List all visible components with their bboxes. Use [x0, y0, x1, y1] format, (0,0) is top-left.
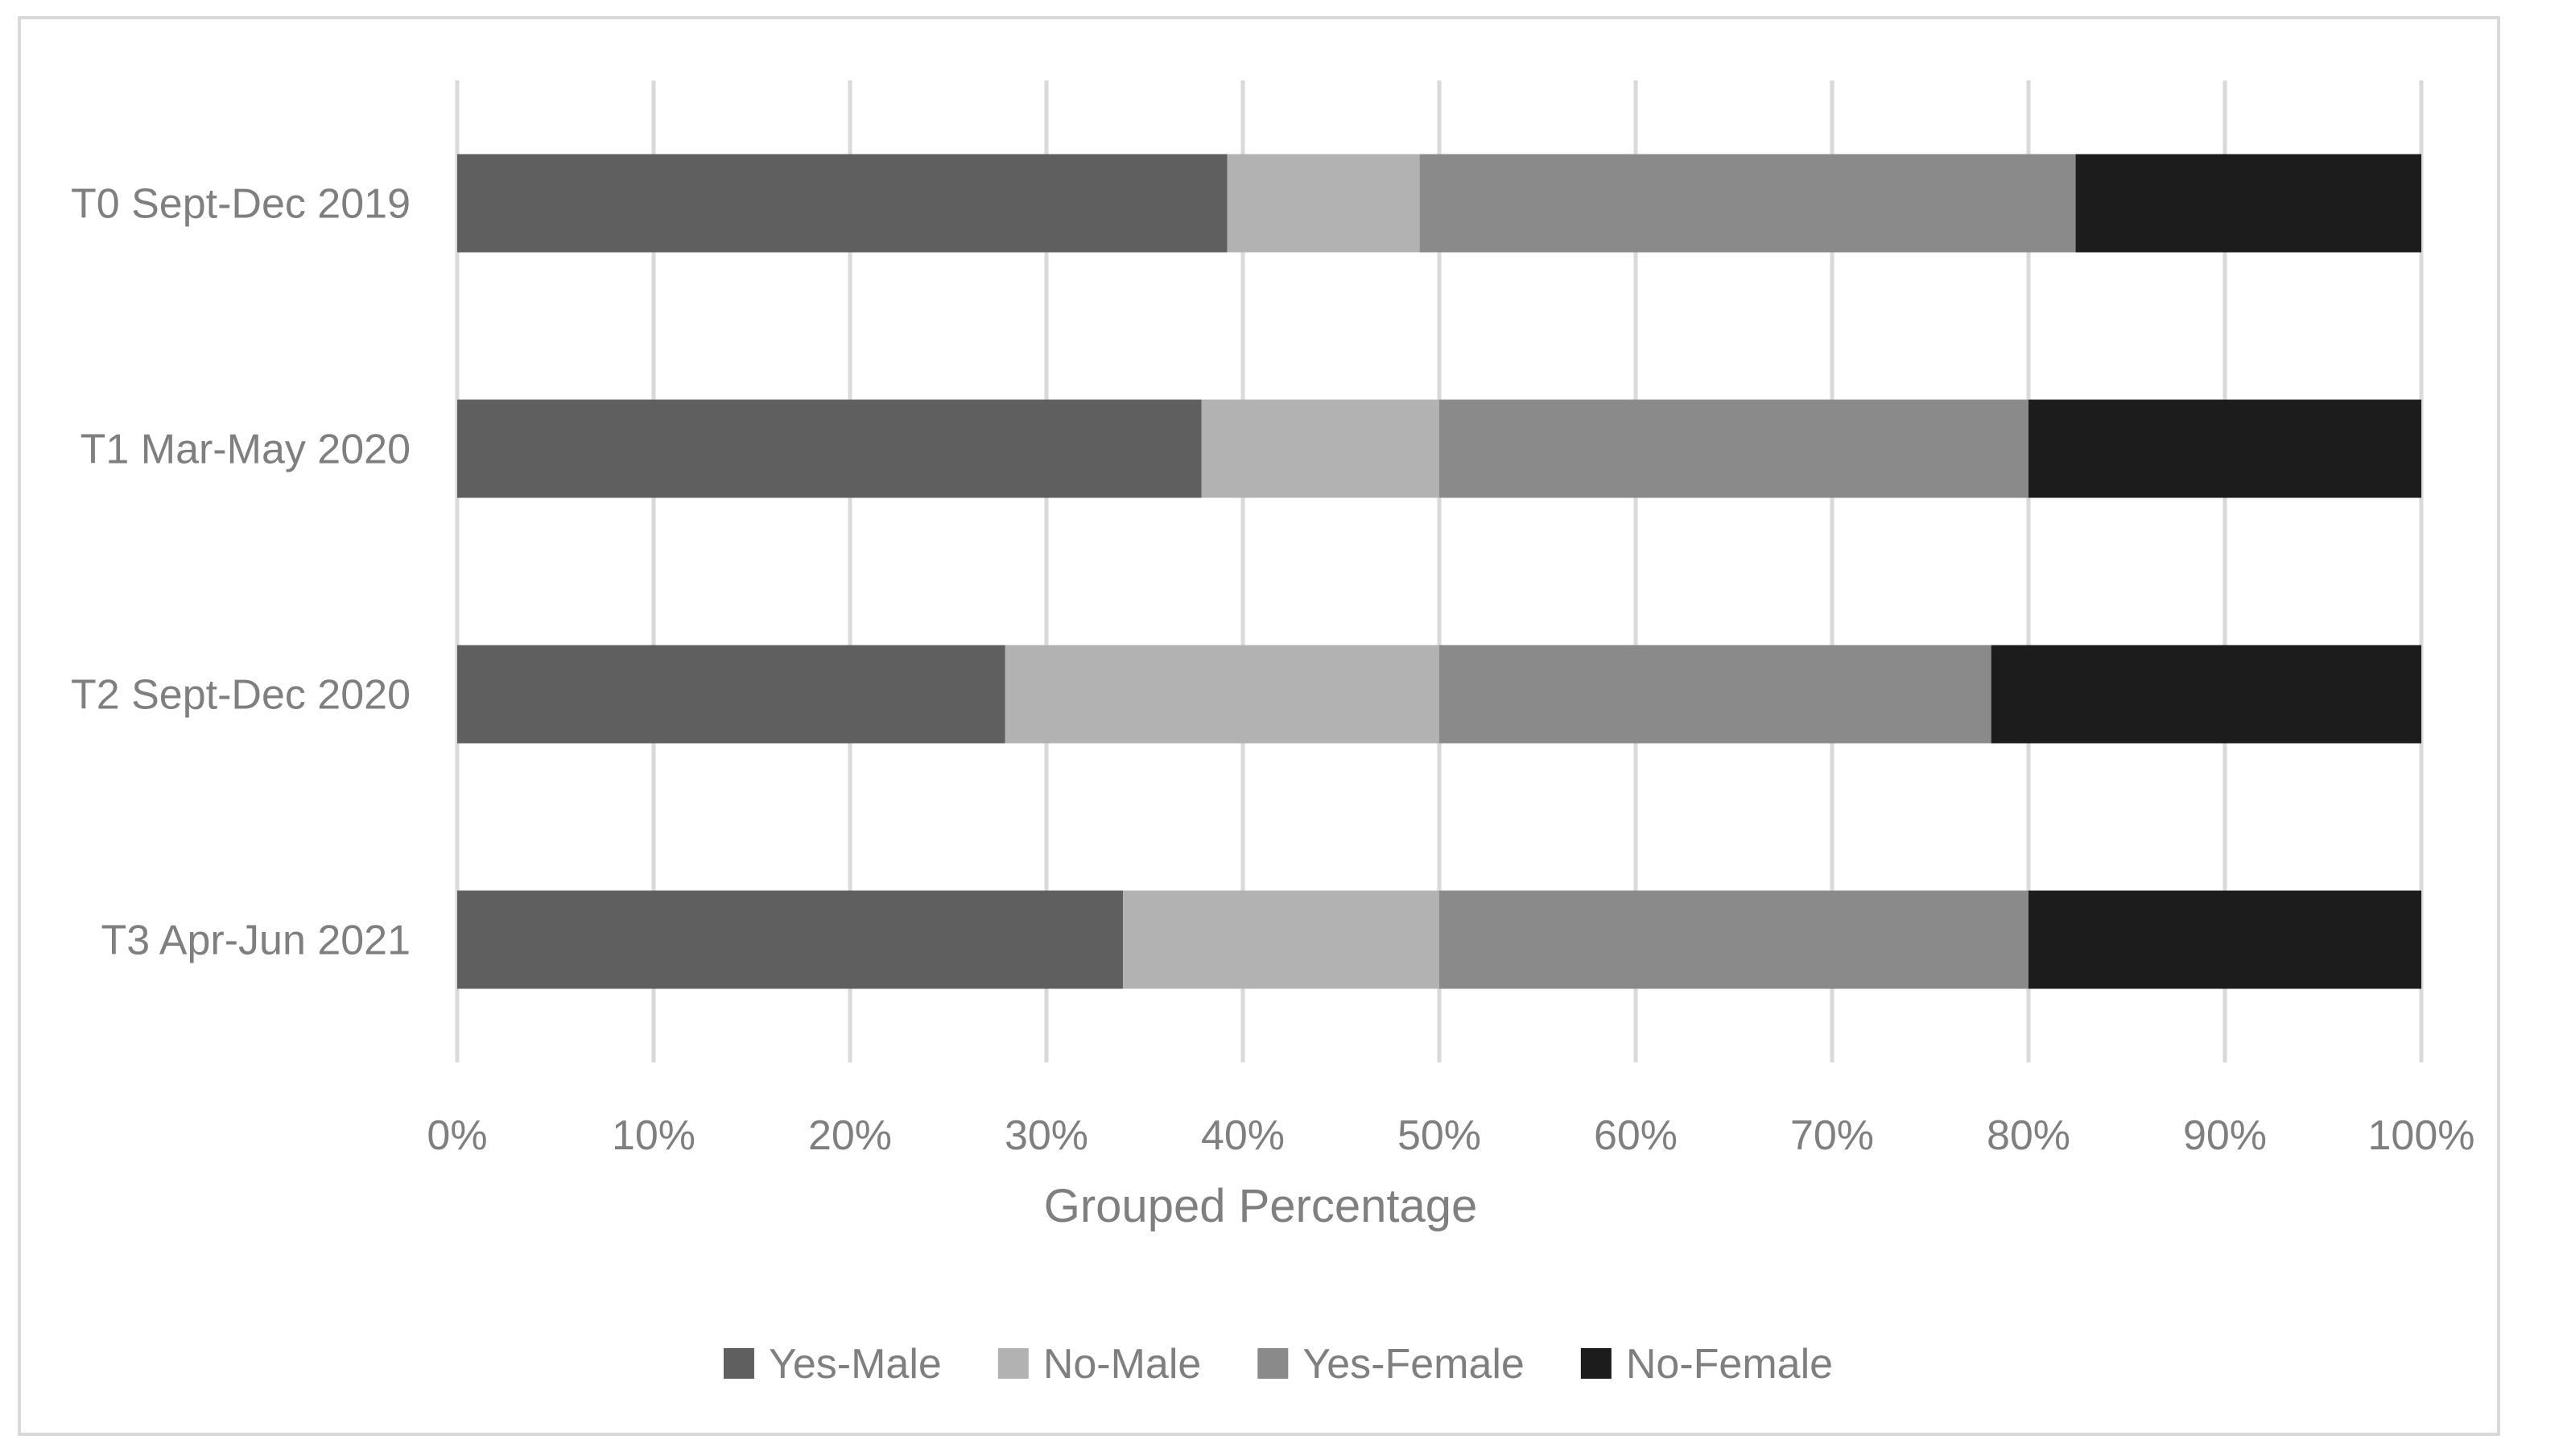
category-label: T0 Sept-Dec 2019	[71, 181, 411, 228]
chart-frame: T0 Sept-Dec 2019 T1 Mar-May 2020 T2 Sept-D…	[18, 16, 2500, 1436]
bar-segment	[1227, 154, 1420, 253]
bar-segment	[1123, 890, 1439, 989]
legend: Yes-Male No-Male Yes-Female No-Female	[723, 1341, 1833, 1388]
x-tick-label: 70%	[1790, 1112, 1874, 1159]
stacked-bar-chart: T0 Sept-Dec 2019 T1 Mar-May 2020 T2 Sept-D…	[71, 80, 2475, 1388]
bar-segment	[457, 890, 1124, 989]
bar-segment	[2029, 399, 2421, 498]
x-tick-label: 60%	[1594, 1112, 1678, 1159]
category-labels: T0 Sept-Dec 2019 T1 Mar-May 2020 T2 Sept-D…	[71, 181, 411, 964]
category-label: T2 Sept-Dec 2020	[71, 672, 411, 719]
x-tick-label: 80%	[1987, 1112, 2070, 1159]
bar-segment	[457, 399, 1202, 498]
legend-swatch	[723, 1348, 754, 1379]
x-tick-label: 90%	[2183, 1112, 2267, 1159]
x-tick-labels: 0% 10% 20% 30% 40% 50% 60% 70% 80% 90% 100%	[427, 1112, 2474, 1159]
bar-segment	[1439, 890, 2029, 989]
legend-label: Yes-Male	[769, 1341, 942, 1388]
x-tick-label: 40%	[1201, 1112, 1285, 1159]
x-tick-label: 30%	[1005, 1112, 1088, 1159]
bar-segment	[1991, 645, 2421, 744]
legend-swatch	[1580, 1348, 1612, 1379]
x-tick-label: 100%	[2368, 1112, 2475, 1159]
legend-label: No-Male	[1043, 1341, 1202, 1388]
x-tick-label: 20%	[808, 1112, 892, 1159]
x-axis-title: Grouped Percentage	[1044, 1180, 1477, 1232]
bar-segment	[1419, 154, 2076, 253]
legend-label: Yes-Female	[1302, 1341, 1525, 1388]
x-tick-label: 10%	[612, 1112, 695, 1159]
x-tick-label: 50%	[1397, 1112, 1481, 1159]
legend-swatch	[1257, 1348, 1289, 1379]
bar-segment	[1439, 399, 2029, 498]
bar-segment	[457, 645, 1005, 744]
bar-segment	[457, 154, 1228, 253]
bar-segment	[2029, 890, 2421, 989]
category-label: T3 Apr-Jun 2021	[101, 918, 411, 964]
bars	[457, 154, 2421, 989]
x-tick-label: 0%	[427, 1112, 487, 1159]
legend-label: No-Female	[1626, 1341, 1833, 1388]
legend-swatch	[997, 1348, 1029, 1379]
category-label: T1 Mar-May 2020	[80, 427, 411, 473]
bar-segment	[2075, 154, 2421, 253]
bar-segment	[1201, 399, 1439, 498]
bar-segment	[1005, 645, 1439, 744]
bar-segment	[1439, 645, 1991, 744]
